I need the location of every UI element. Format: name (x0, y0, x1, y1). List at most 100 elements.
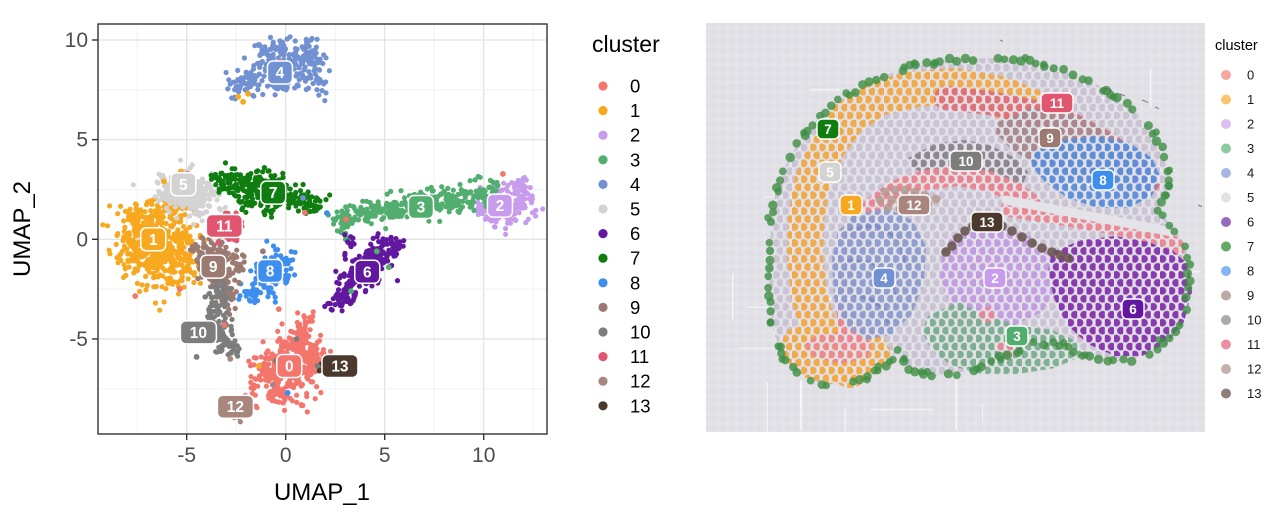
svg-text:2: 2 (1247, 117, 1254, 132)
x-tick-label: 10 (472, 444, 495, 467)
spatial-legend-item-12: 12 (1221, 362, 1261, 377)
legend-key-dot (1221, 388, 1231, 399)
stray-point (269, 381, 276, 388)
legend-key-dot (1221, 290, 1231, 301)
svg-text:4: 4 (1247, 166, 1254, 181)
cluster-label-12: 12 (216, 394, 255, 419)
spatial-legend-item-8: 8 (1221, 264, 1254, 279)
stray-point (256, 363, 262, 369)
region-patch-0-in3b (978, 306, 996, 324)
legend-key-dot (598, 81, 608, 91)
spatial-legend-title: cluster (1215, 38, 1258, 54)
stray-point (314, 363, 321, 369)
legend-key-dot (598, 229, 608, 239)
cluster-label-2: 2 (486, 193, 514, 218)
spatial-cluster-label-7: 7 (816, 118, 840, 140)
umap-generated-content: -5 0 5 10-505100123456789101112130123456789… (65, 23, 651, 467)
legend-key-dot (1221, 266, 1231, 276)
spatial-legend-item-13: 13 (1221, 386, 1261, 401)
spatial-cluster-label-11: 11 (1040, 92, 1074, 114)
spatial-cluster-label-9: 9 (1038, 127, 1062, 149)
legend-key-dot (1221, 119, 1231, 129)
cluster-label-0: 0 (276, 353, 303, 379)
stray-point (245, 90, 252, 97)
spatial-legend-item-1: 1 (1221, 92, 1254, 107)
svg-text:8: 8 (630, 272, 640, 293)
spatial-cluster-label-4: 4 (872, 267, 896, 289)
spatial-cluster-label-13: 13 (970, 211, 1004, 233)
svg-text:0: 0 (630, 76, 640, 97)
svg-text:0: 0 (1247, 68, 1254, 83)
umap-legend-item-9: 9 (598, 297, 640, 318)
svg-text:9: 9 (1046, 131, 1054, 146)
legend-key-dot (1221, 192, 1231, 203)
stray-point (193, 354, 200, 360)
svg-text:8: 8 (1099, 173, 1107, 188)
svg-text:2: 2 (991, 271, 999, 286)
spatial-legend-item-9: 9 (1221, 288, 1254, 303)
legend-key-dot (598, 376, 608, 386)
svg-text:2: 2 (496, 198, 505, 215)
svg-text:12: 12 (906, 198, 921, 213)
svg-text:3: 3 (417, 200, 426, 217)
x-tick-label: 5 (379, 444, 391, 467)
x-axis-title: UMAP_1 (274, 479, 370, 506)
spatial-cluster-labels: 7 5 1 12 10 9 11 8 13 4 2 3 6 (816, 92, 1145, 347)
y-tick-label: 10 (65, 29, 88, 52)
cluster-label-6: 6 (354, 259, 381, 285)
legend-key-dot (1221, 70, 1231, 80)
svg-text:7: 7 (1247, 239, 1254, 254)
umap-legend-item-7: 7 (598, 248, 640, 269)
stray-point (302, 209, 308, 216)
debris-specks (999, 39, 1203, 208)
svg-text:3: 3 (1013, 329, 1021, 344)
cluster-label-5: 5 (170, 172, 197, 197)
tissue-rim-cluster-7 (764, 53, 1195, 390)
y-axis-title: UMAP_2 (9, 181, 36, 277)
legend-key-dot (1221, 241, 1231, 252)
legend-key-dot (598, 106, 608, 116)
svg-text:6: 6 (1247, 215, 1254, 230)
cluster-label-9: 9 (199, 254, 227, 279)
legend-key-dot (598, 179, 608, 189)
legend-key-dot (598, 302, 608, 312)
legend-key-dot (598, 352, 608, 362)
svg-text:9: 9 (209, 259, 218, 276)
legend-key-dot (598, 253, 608, 263)
svg-text:7: 7 (630, 248, 640, 269)
legend-key-dot (1221, 94, 1231, 105)
stray-point (373, 248, 380, 255)
region-region-3 (922, 302, 1082, 374)
svg-text:1: 1 (847, 198, 855, 213)
svg-text:1: 1 (630, 100, 640, 121)
svg-text:7: 7 (269, 185, 278, 202)
panel-border (97, 23, 548, 435)
svg-text:11: 11 (1050, 96, 1065, 111)
spatial-legend-item-7: 7 (1221, 239, 1254, 254)
stray-point (324, 210, 330, 216)
umap-plot: -5 0 5 10-505100123456789101112130123456789… (9, 23, 660, 506)
cluster-label-4: 4 (266, 60, 294, 85)
svg-text:12: 12 (1247, 362, 1261, 377)
spatial-legend-item-6: 6 (1221, 215, 1254, 230)
spatial-cluster-label-6: 6 (1121, 298, 1145, 320)
svg-text:8: 8 (1247, 264, 1254, 279)
svg-text:3: 3 (1247, 141, 1254, 156)
stray-point (161, 178, 167, 185)
legend-key-dot (1221, 315, 1231, 325)
svg-text:13: 13 (331, 359, 349, 376)
spatial-legend-item-2: 2 (1221, 117, 1254, 132)
svg-text:5: 5 (630, 199, 640, 220)
svg-text:13: 13 (630, 395, 651, 416)
stray-point (385, 264, 392, 271)
legend-key-dot (598, 204, 608, 214)
stray-point (494, 182, 501, 189)
svg-text:2: 2 (630, 125, 640, 146)
svg-text:9: 9 (630, 297, 640, 318)
